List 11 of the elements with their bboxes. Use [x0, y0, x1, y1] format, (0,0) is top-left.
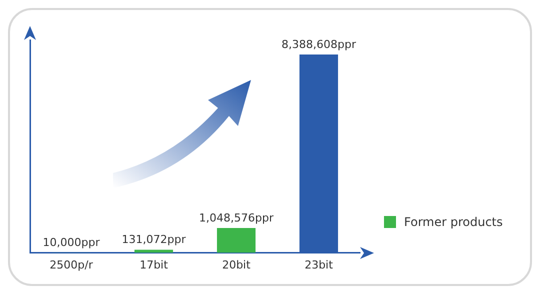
legend-label: Former products	[404, 214, 503, 229]
x-tick-label: 23bit	[304, 258, 334, 272]
x-tick-label: 20bit	[222, 258, 252, 272]
data-label: 8,388,608ppr	[282, 38, 356, 51]
x-tick-label: 17bit	[140, 258, 169, 272]
bar	[216, 228, 256, 253]
data-label: 10,000ppr	[42, 236, 100, 249]
bar	[134, 250, 174, 253]
data-label: 1,048,576ppr	[199, 211, 274, 224]
x-tick-label: 2500p/r	[50, 258, 94, 272]
data-label: 131,072ppr	[122, 233, 186, 246]
